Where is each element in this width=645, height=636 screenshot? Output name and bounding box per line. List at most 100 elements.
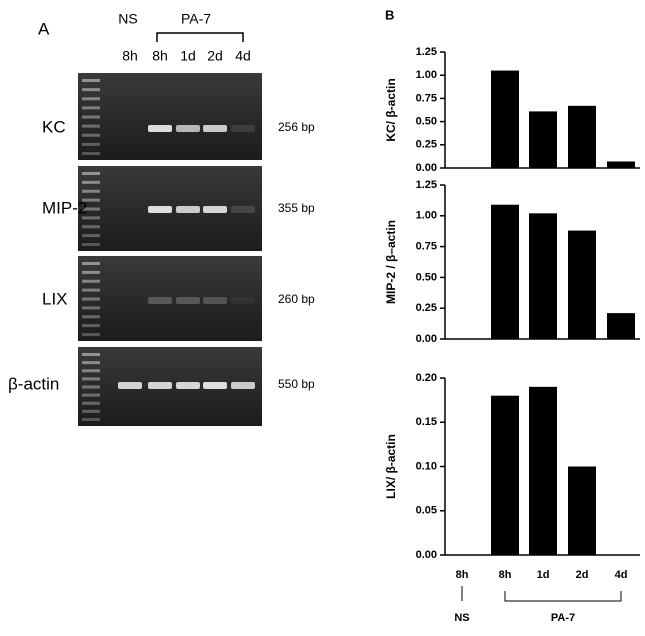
bar <box>491 70 519 168</box>
size-label: 355 bp <box>278 201 315 215</box>
bracket <box>156 32 244 42</box>
size-label: 256 bp <box>278 120 315 134</box>
sample-band <box>231 297 255 304</box>
ladder-band <box>82 106 100 110</box>
y-tick-label: 0.75 <box>416 92 437 104</box>
y-tick-label: 0.10 <box>416 460 437 472</box>
sample-band <box>118 382 142 389</box>
bar <box>607 313 635 339</box>
ladder-band <box>82 262 100 265</box>
y-tick-label: 1.00 <box>416 69 437 81</box>
y-tick-label: 1.25 <box>416 179 437 191</box>
sample-band <box>231 382 255 389</box>
y-tick-label: 0.50 <box>416 116 437 128</box>
gel-strip <box>78 73 262 160</box>
x-tick-label: 1d <box>537 569 550 581</box>
panel-label: B <box>385 7 394 22</box>
ladder-band <box>82 216 100 220</box>
sample-band <box>203 206 227 213</box>
bar <box>491 395 519 555</box>
group-label: NS <box>118 11 137 27</box>
ladder-band <box>82 279 100 283</box>
ladder-band <box>82 234 100 238</box>
ladder-band <box>82 418 100 421</box>
lane-label: 4d <box>235 48 251 64</box>
group-label: PA-7 <box>551 612 575 624</box>
ladder-band <box>82 172 100 175</box>
ladder-band <box>82 377 100 381</box>
y-tick-label: 0.00 <box>416 549 437 561</box>
ladder-band <box>82 152 100 155</box>
bar <box>529 386 557 555</box>
ladder-band <box>82 207 100 211</box>
x-tick-label: 4d <box>615 569 628 581</box>
group-label: NS <box>454 612 469 624</box>
sample-band <box>176 125 200 132</box>
ladder-band <box>82 270 100 274</box>
ladder-band <box>82 142 100 146</box>
row-label: β-actin <box>8 374 59 393</box>
ladder-band <box>82 361 100 365</box>
gel-strip <box>78 256 262 341</box>
ladder-band <box>82 198 100 202</box>
ladder-band <box>82 79 100 82</box>
sample-band <box>176 206 200 213</box>
sample-band <box>148 125 172 132</box>
row-label: KC <box>42 117 66 136</box>
ladder-band <box>82 324 100 328</box>
row-label: LIX <box>42 289 68 308</box>
charts: 0.00 0.25 0.50 0.75 1.00 1.25 KC/ β-actin 0.00 0… <box>384 46 640 624</box>
ladder-band <box>82 243 100 246</box>
lane-label: 1d <box>180 48 196 64</box>
sample-band <box>203 297 227 304</box>
y-tick-label: 0.20 <box>416 372 437 384</box>
ladder-band <box>82 353 100 356</box>
sample-band <box>148 297 172 304</box>
panel-label: A <box>38 19 50 38</box>
sample-band <box>148 206 172 213</box>
y-axis-label: LIX/ β-actin <box>384 434 398 499</box>
sample-band <box>176 297 200 304</box>
sample-band <box>148 382 172 389</box>
ladder-band <box>82 115 100 119</box>
bar <box>529 111 557 168</box>
bar <box>568 466 596 555</box>
sample-band <box>203 382 227 389</box>
ladder-band <box>82 333 100 336</box>
lane-label: 8h <box>122 48 138 64</box>
y-tick-label: 0.75 <box>416 241 437 253</box>
ladder-band <box>82 369 100 373</box>
y-tick-label: 0.05 <box>416 505 437 517</box>
y-tick-label: 0.00 <box>416 333 437 345</box>
y-tick-label: 0.15 <box>416 416 437 428</box>
ladder-band <box>82 393 100 397</box>
y-tick-label: 0.25 <box>416 139 437 151</box>
y-tick-label: 0.00 <box>416 162 437 174</box>
y-tick-label: 0.25 <box>416 302 437 314</box>
ladder-band <box>82 315 100 319</box>
y-axis-label: KC/ β-actin <box>384 78 398 141</box>
x-tick-label: 2d <box>576 569 589 581</box>
lane-label: 2d <box>207 48 223 64</box>
ladder-band <box>82 180 100 184</box>
sample-band <box>176 382 200 389</box>
y-tick-label: 1.25 <box>416 46 437 58</box>
ladder-band <box>82 385 100 389</box>
ladder-band <box>82 124 100 128</box>
sample-band <box>231 125 255 132</box>
bar <box>568 230 596 339</box>
lane-label: 8h <box>152 48 168 64</box>
ladder-band <box>82 88 100 92</box>
size-label: 550 bp <box>278 377 315 391</box>
ladder-band <box>82 409 100 413</box>
row-label: MIP-2 <box>42 198 87 217</box>
group-label: PA-7 <box>181 11 211 27</box>
x-tick-label: 8h <box>456 569 469 581</box>
bracket <box>504 591 622 602</box>
ladder-band <box>82 306 100 310</box>
ladder-band <box>82 288 100 292</box>
bar <box>529 213 557 339</box>
sample-band <box>203 125 227 132</box>
y-tick-label: 0.50 <box>416 271 437 283</box>
